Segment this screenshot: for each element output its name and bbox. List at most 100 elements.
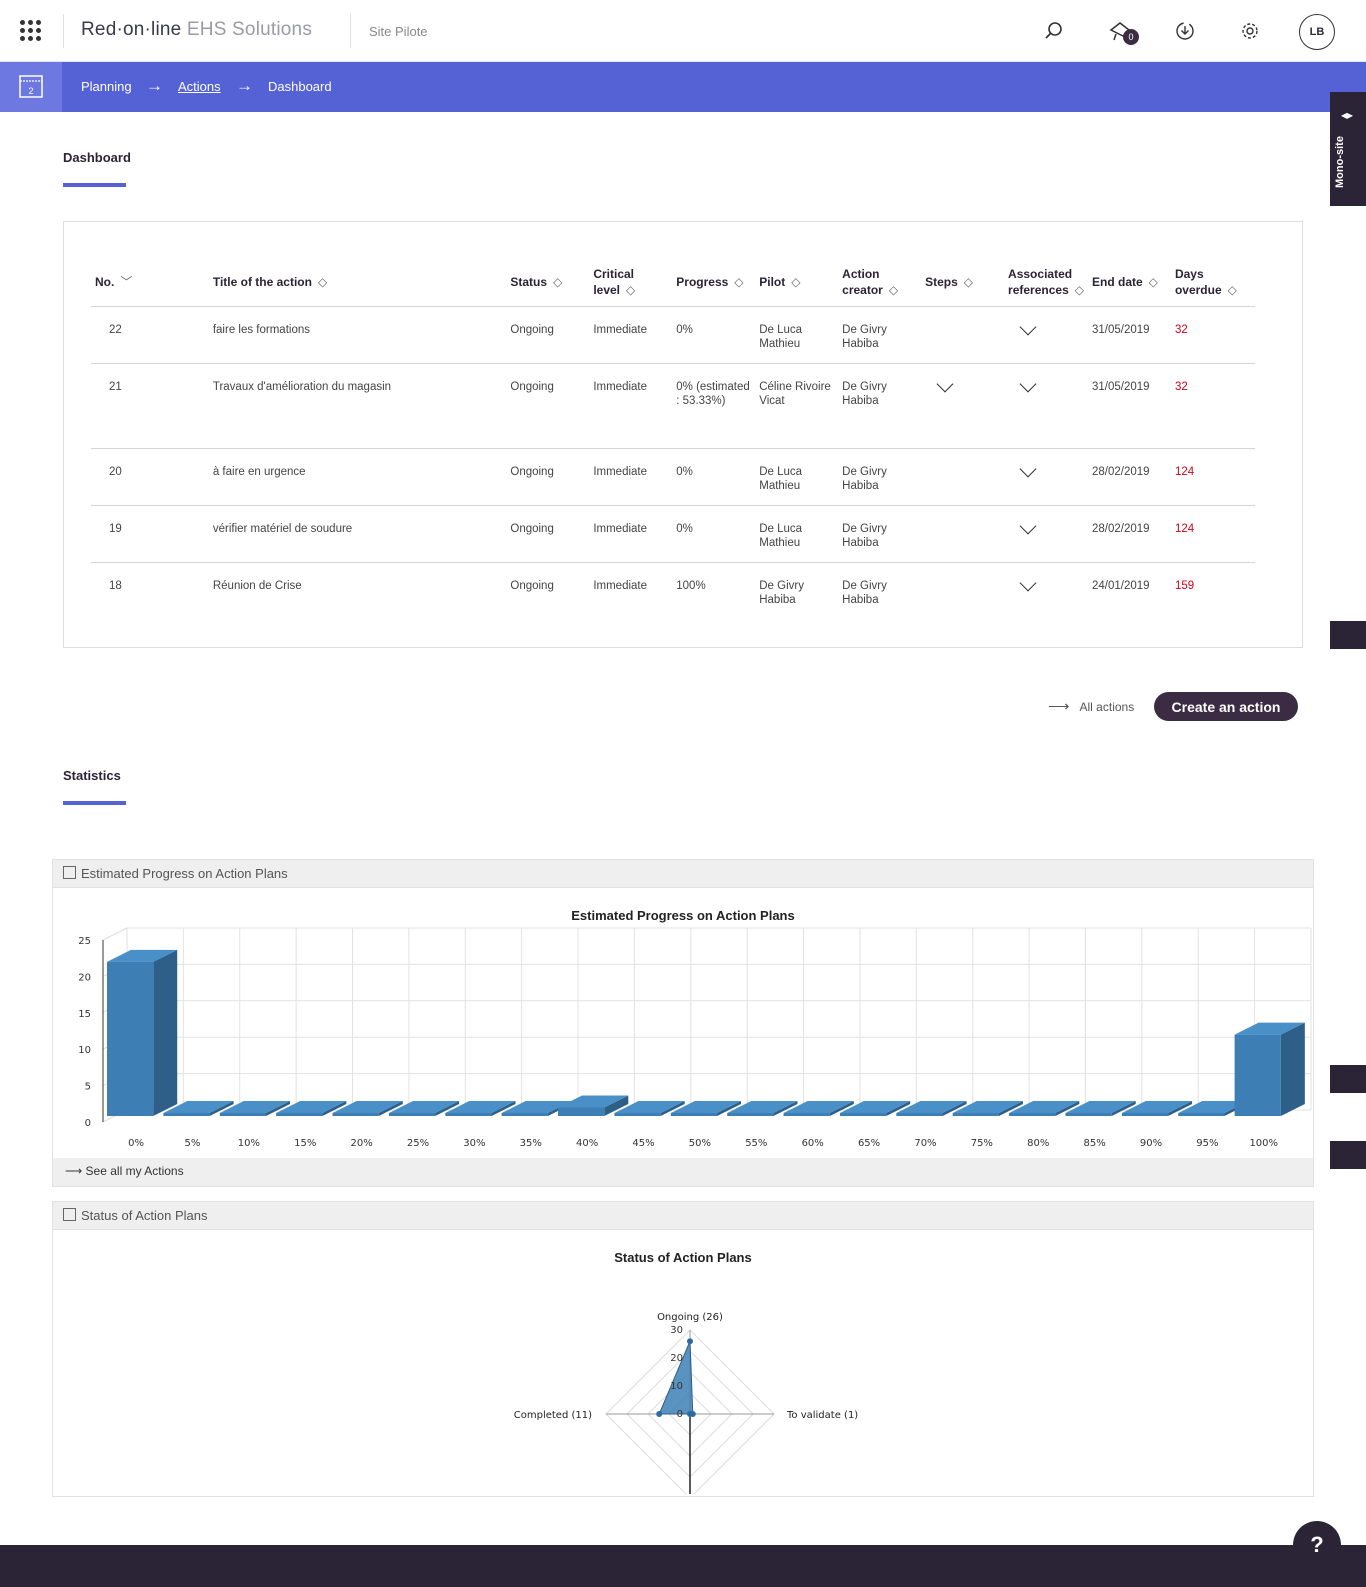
col-status[interactable]: Status ◇	[506, 258, 590, 307]
col-no[interactable]: No. ﹀	[91, 258, 209, 307]
search-icon[interactable]	[1041, 18, 1067, 44]
col-creator[interactable]: Action creator ◇	[838, 258, 922, 307]
sort-icon: ◇	[1074, 282, 1084, 297]
brand-logo[interactable]: Red·on·line EHS Solutions	[81, 19, 313, 40]
table-row[interactable]: 22 faire les formations Ongoing Immediat…	[91, 306, 1255, 364]
col-days-overdue[interactable]: Days overdue ◇	[1170, 258, 1255, 307]
bar	[670, 1113, 718, 1116]
cell-status: Ongoing	[506, 306, 590, 364]
create-action-button[interactable]: Create an action	[1154, 692, 1298, 721]
chevron-down-icon[interactable]	[1019, 375, 1037, 392]
x-tick-label: 25%	[407, 1138, 429, 1149]
cell-progress: 0%	[672, 306, 756, 364]
x-tick-label: 85%	[1083, 1138, 1105, 1149]
cell-no: 18	[109, 579, 122, 592]
apps-grid-icon[interactable]	[20, 20, 42, 42]
chevron-down-icon[interactable]	[936, 375, 954, 392]
table-row[interactable]: 19 vérifier matériel de soudure Ongoing …	[91, 505, 1255, 563]
checkbox-icon[interactable]	[63, 1208, 76, 1221]
col-pilot[interactable]: Pilot ◇	[755, 258, 839, 307]
side-tab[interactable]	[1330, 1141, 1366, 1169]
arrow-right-icon: ⟶	[1048, 698, 1070, 715]
y-tick-label: 20	[78, 972, 91, 983]
chevron-down-icon[interactable]	[1019, 460, 1037, 477]
cell-title[interactable]: Réunion de Crise	[212, 579, 302, 592]
cell-title[interactable]: vérifier matériel de soudure	[208, 505, 507, 563]
radar-point	[687, 1338, 693, 1345]
bar-top	[670, 1101, 742, 1113]
checkbox-icon[interactable]	[63, 866, 76, 879]
chevron-down-icon[interactable]	[1019, 517, 1037, 534]
progress-bar-chart: 0 5 10 15 20 25 0% 5% 10% 15% 20% 25% 30% 35% 40% 45% 50…	[78, 927, 1312, 1149]
cell-references[interactable]	[1004, 562, 1088, 619]
col-steps[interactable]: Steps ◇	[921, 258, 1005, 307]
chevron-down-icon[interactable]	[1019, 574, 1037, 591]
x-tick-label: 15%	[294, 1138, 316, 1149]
cell-overdue: 124	[1170, 448, 1255, 506]
table-row[interactable]: 20 à faire en urgence Ongoing Immediate …	[91, 448, 1255, 506]
side-tab[interactable]	[1330, 621, 1366, 649]
breadcrumb-planning[interactable]: Planning	[81, 79, 132, 94]
x-tick-label: 80%	[1027, 1138, 1049, 1149]
cell-no: 20	[91, 448, 209, 506]
cell-status: Ongoing	[506, 448, 590, 506]
bar-top	[727, 1101, 798, 1113]
category-label: Completed (11)	[514, 1410, 592, 1421]
site-name[interactable]: Site Pilote	[369, 24, 428, 39]
avatar[interactable]: LB	[1299, 14, 1335, 50]
bar-side	[491, 1101, 516, 1116]
col-end-date[interactable]: End date ◇	[1088, 258, 1171, 307]
table-row[interactable]: 21 Travaux d'amélioration du magasin Ong…	[91, 363, 1255, 449]
sort-icon: ◇	[1148, 274, 1158, 289]
see-all-actions-link[interactable]: ⟶ See all my Actions	[65, 1164, 184, 1178]
x-tick-label: 40%	[576, 1138, 598, 1149]
cell-references[interactable]	[1004, 306, 1088, 364]
bar-top	[1065, 1101, 1136, 1113]
bar-side	[435, 1101, 460, 1116]
bar-side	[886, 1101, 911, 1116]
cell-steps	[921, 306, 1005, 364]
planning-module-button[interactable]: 2	[0, 62, 62, 119]
cell-title[interactable]: Travaux d'amélioration du magasin	[208, 363, 507, 449]
col-title[interactable]: Title of the action ◇	[208, 258, 507, 307]
col-references[interactable]: Associated references ◇	[1004, 258, 1088, 307]
cell-title[interactable]: à faire en urgence	[208, 448, 507, 506]
cell-title[interactable]: faire les formations	[208, 306, 507, 364]
notification-badge: 0	[1123, 29, 1139, 45]
grid-line	[102, 927, 128, 941]
cell-steps[interactable]	[921, 363, 1005, 449]
cell-creator: De Givry Habiba	[838, 363, 922, 449]
x-tick-label: 60%	[802, 1138, 824, 1149]
x-tick-label: 100%	[1249, 1138, 1278, 1149]
bar-side	[153, 949, 178, 1116]
help-button[interactable]: ?	[1293, 1521, 1341, 1569]
breadcrumb-bar: 2 Planning → Actions → Dashboard	[0, 62, 1366, 119]
cell-progress: 0%	[672, 505, 756, 563]
cell-critical: Immediate	[589, 306, 673, 364]
radial-tick-label: 30	[670, 1325, 683, 1336]
cell-progress: 100%	[676, 579, 706, 592]
mono-site-toggle[interactable]: ◂▸ Mono-site	[1330, 92, 1366, 206]
y-tick-label: 0	[85, 1118, 91, 1129]
download-icon[interactable]	[1172, 18, 1198, 44]
side-tab[interactable]	[1330, 1065, 1366, 1093]
settings-icon[interactable]	[1237, 18, 1263, 44]
breadcrumb-arrow-icon: →	[236, 76, 253, 95]
table-row[interactable]: 18 Réunion de Crise Ongoing Immediate 10…	[91, 562, 1255, 619]
bar-top	[896, 1101, 967, 1113]
cell-references[interactable]	[1004, 363, 1088, 449]
cell-references[interactable]	[1004, 505, 1088, 563]
sort-icon: ◇	[734, 274, 744, 289]
col-critical[interactable]: Critical level ◇	[589, 258, 673, 307]
breadcrumb-actions[interactable]: Actions	[178, 79, 221, 94]
cell-references[interactable]	[1004, 448, 1088, 506]
all-actions-link[interactable]: ⟶ All actions	[1048, 698, 1135, 715]
chevron-down-icon[interactable]	[1019, 318, 1037, 335]
cell-steps	[921, 505, 1005, 563]
sort-icon: ◇	[888, 282, 899, 297]
x-tick-label: 10%	[238, 1138, 260, 1149]
cell-creator: De Givry Habiba	[838, 306, 922, 364]
mono-site-label: Mono-site	[1334, 136, 1346, 188]
bar-side	[322, 1101, 347, 1116]
col-progress[interactable]: Progress ◇	[672, 258, 756, 307]
